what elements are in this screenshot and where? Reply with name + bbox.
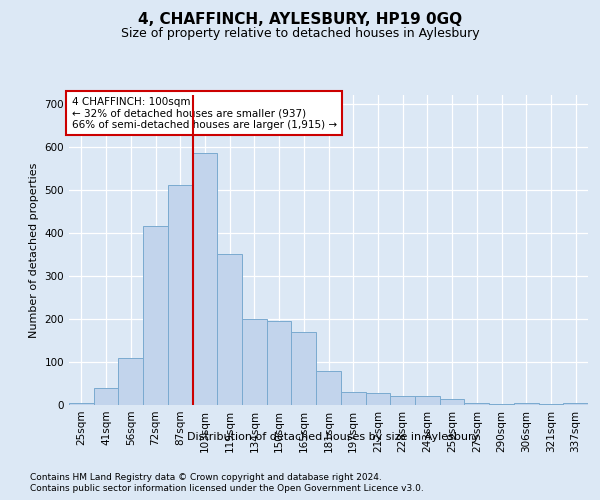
Bar [390, 396, 415, 405]
Bar [341, 392, 365, 405]
Text: Distribution of detached houses by size in Aylesbury: Distribution of detached houses by size … [187, 432, 479, 442]
Text: 4, CHAFFINCH, AYLESBURY, HP19 0GQ: 4, CHAFFINCH, AYLESBURY, HP19 0GQ [138, 12, 462, 28]
Bar [415, 396, 440, 405]
Bar [267, 321, 292, 405]
Bar [563, 404, 588, 405]
Bar [464, 403, 489, 405]
Bar [440, 399, 464, 405]
Text: Contains HM Land Registry data © Crown copyright and database right 2024.: Contains HM Land Registry data © Crown c… [30, 472, 382, 482]
Bar [217, 254, 242, 405]
Bar [193, 153, 217, 405]
Text: Size of property relative to detached houses in Aylesbury: Size of property relative to detached ho… [121, 28, 479, 40]
Bar [539, 404, 563, 405]
Bar [365, 393, 390, 405]
Bar [514, 404, 539, 405]
Bar [118, 358, 143, 405]
Bar [69, 403, 94, 405]
Bar [143, 226, 168, 405]
Y-axis label: Number of detached properties: Number of detached properties [29, 162, 39, 338]
Bar [489, 404, 514, 405]
Text: 4 CHAFFINCH: 100sqm
← 32% of detached houses are smaller (937)
66% of semi-detac: 4 CHAFFINCH: 100sqm ← 32% of detached ho… [71, 96, 337, 130]
Bar [316, 370, 341, 405]
Bar [94, 388, 118, 405]
Text: Contains public sector information licensed under the Open Government Licence v3: Contains public sector information licen… [30, 484, 424, 493]
Bar [168, 186, 193, 405]
Bar [242, 319, 267, 405]
Bar [292, 332, 316, 405]
